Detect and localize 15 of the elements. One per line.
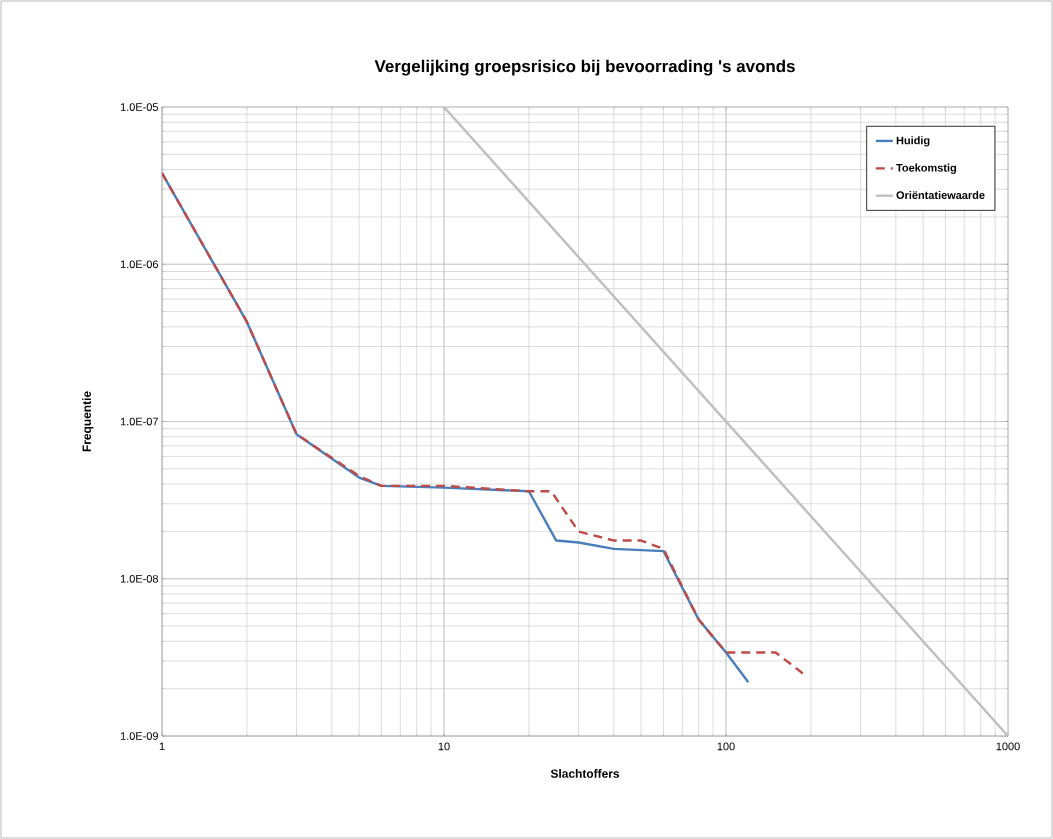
x-tick-label: 100: [717, 742, 735, 751]
y-tick-label: 1.0E-09: [120, 732, 158, 740]
x-tick-label: 1: [159, 742, 165, 751]
y-axis-title: Frequentie: [82, 391, 94, 452]
legend-label: Toekomstig: [896, 163, 956, 174]
y-tick-label: 1.0E-08: [120, 574, 158, 583]
x-axis-title: Slachtoffers: [550, 769, 620, 778]
y-tick-label: 1.0E-06: [120, 260, 158, 269]
x-tick-label: 1000: [996, 742, 1020, 751]
legend-label: Huidig: [896, 136, 930, 147]
chart-title: Vergelijking groepsrisico bij bevoorrading 's avonds: [374, 59, 795, 76]
y-tick-label: 1.0E-07: [120, 417, 158, 426]
x-tick-label: 10: [438, 742, 450, 751]
y-tick-label: 1.0E-05: [120, 103, 159, 111]
legend-label: Oriëntatiewaarde: [896, 190, 985, 200]
